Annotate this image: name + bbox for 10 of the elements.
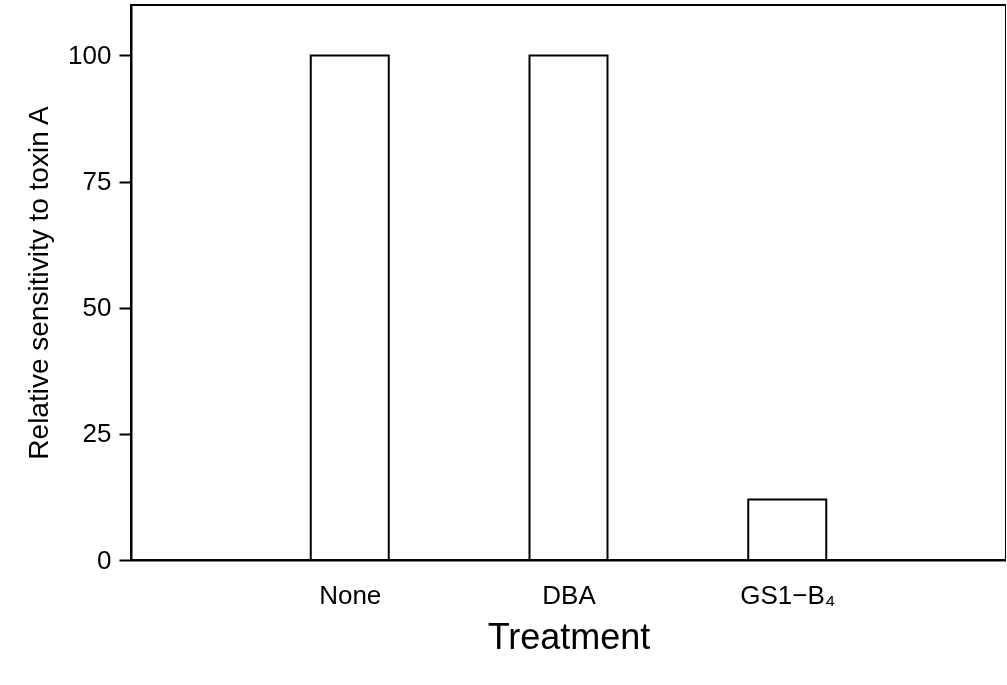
y-tick-label: 25: [82, 418, 112, 449]
y-tick-label: 75: [82, 166, 112, 197]
y-tick-label: 0: [97, 544, 112, 575]
x-axis-title: Treatment: [487, 615, 651, 657]
y-tick-label: 100: [68, 39, 112, 70]
y-tick-label: 50: [82, 292, 112, 323]
x-tick-label: None: [319, 579, 382, 610]
x-tick-label: GS1−B₄: [740, 579, 836, 610]
x-tick-label: DBA: [542, 579, 597, 610]
y-axis-title: Relative sensitivity to toxin A: [23, 106, 55, 460]
